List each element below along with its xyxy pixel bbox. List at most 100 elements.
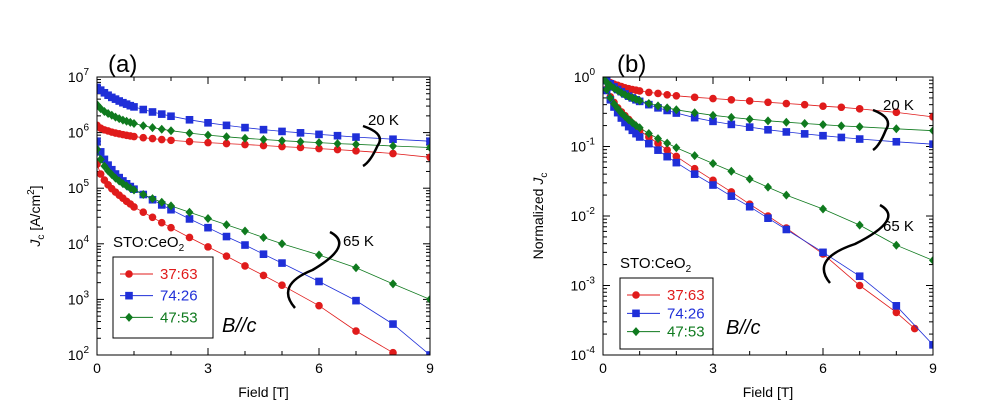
data-point [167,126,175,136]
data-point [204,130,212,140]
data-point [167,223,175,232]
plot-frame [96,76,431,356]
data-point [125,291,133,300]
data-point [635,133,644,141]
data-point [632,309,640,318]
data-point [855,220,864,230]
chart-panel-b: (b) 10-4 10-3 10-2 10-1 100 0 3 6 9 Field [T] Norma… [530,51,937,400]
data-point [819,102,827,111]
annotation-65k: 65 K [883,218,914,235]
bracket-65k [822,203,890,284]
y-axis-label: Normalized Jc [530,173,550,260]
data-point [139,208,148,217]
data-point [635,96,644,106]
field-direction-label: B//c [222,315,256,337]
x-tick-label: 9 [929,360,937,376]
x-tick-label: 6 [819,360,827,376]
data-point [296,143,305,152]
data-point [333,139,342,149]
bracket-20k [872,108,890,152]
data-point [929,341,933,349]
data-point [892,108,901,117]
data-point [709,110,717,120]
data-point [259,232,268,242]
data-point [130,103,138,111]
data-point [157,135,166,144]
data-point [122,181,131,191]
data-point [108,165,116,174]
data-point [139,190,148,200]
data-point [241,140,249,149]
annotation-20k: 20 K [368,112,399,129]
data-point [185,233,194,242]
data-point [278,142,286,151]
data-point [603,77,607,82]
data-point [782,99,791,108]
data-point [709,94,717,103]
bracket-65k [286,230,341,309]
data-point [654,139,662,148]
data-point [278,239,286,249]
data-point [635,87,644,95]
bracket-20k [362,124,382,168]
data-point [389,320,397,328]
x-tick-label: 0 [93,360,101,376]
data-point [148,123,157,133]
data-point [259,135,268,145]
data-point [837,121,846,131]
data-point [819,204,827,214]
legend-label: 37:63 [667,287,705,304]
data-point [727,120,736,129]
legend-label: 47:53 [160,309,198,326]
data-point [892,308,901,317]
data-point [352,133,360,141]
data-point [672,143,681,153]
data-point [157,218,166,227]
data-point [690,170,699,178]
y-tick-label: 10-3 [571,276,596,294]
data-point [819,248,827,257]
data-point [819,131,827,140]
data-point [185,207,194,217]
data-point [800,130,809,138]
data-point [690,93,699,102]
data-point [782,225,791,234]
data-point [185,128,194,138]
data-point [764,125,772,134]
data-point [764,116,772,126]
data-point [644,128,653,138]
data-point [690,151,699,161]
data-point [315,250,323,260]
data-point [259,141,268,150]
data-point [222,132,231,142]
data-point [929,140,933,148]
data-point [315,277,323,286]
y-tick-label: 107 [68,67,90,85]
data-point [185,137,194,146]
legend-title: STO:CeO2 [620,255,692,275]
y-tick-label: 103 [68,289,90,307]
data-point [709,181,717,189]
data-point [259,271,268,280]
data-point [837,103,846,112]
data-point [97,137,101,146]
data-point [426,137,430,146]
data-point [97,104,105,114]
data-point [929,255,933,265]
data-point [259,125,268,134]
data-point [222,220,231,230]
data-point [892,302,901,310]
data-point [278,259,286,267]
field-direction-label: B//c [726,317,760,339]
data-point [782,190,791,200]
data-point [892,124,901,134]
legend-label: 47:53 [667,324,705,341]
x-tick-label: 3 [709,360,717,376]
data-point [690,113,699,122]
data-point [278,127,286,136]
data-point [654,146,662,154]
y-tick-label: 102 [68,345,90,363]
data-point [408,362,416,370]
data-point [157,124,166,134]
data-point [654,101,662,111]
